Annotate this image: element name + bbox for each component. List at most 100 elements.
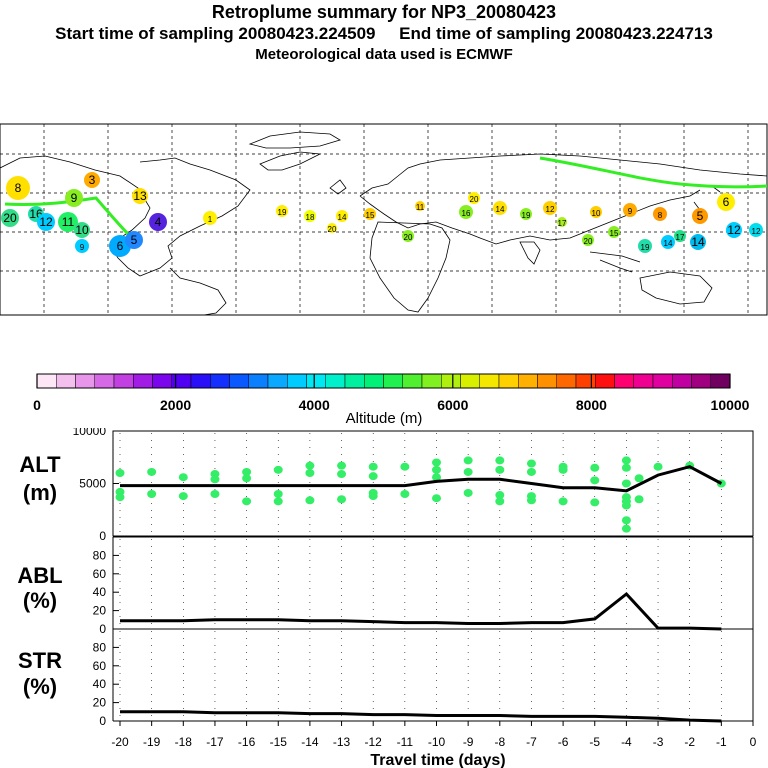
panel-label: ABL (%) — [17, 563, 62, 613]
colorbar-swatch — [460, 373, 480, 389]
data-point — [337, 461, 347, 470]
colorbar-swatch — [344, 373, 365, 389]
x-tick-label: -5 — [589, 735, 600, 749]
map-marker: 11 — [415, 201, 425, 212]
map-marker-label: 3 — [89, 173, 96, 187]
x-tick-label: -6 — [558, 735, 569, 749]
map-marker: 16 — [459, 205, 473, 219]
map-marker-label: 19 — [278, 208, 287, 217]
colorbar-swatch — [691, 373, 711, 389]
colorbar-swatch — [402, 373, 423, 389]
x-tick-label: -15 — [270, 735, 288, 749]
x-tick-label: -19 — [143, 735, 161, 749]
data-point — [526, 467, 536, 476]
data-point — [178, 492, 188, 501]
y-tick-label: 10000 — [73, 428, 107, 438]
colorbar-swatch — [595, 373, 615, 389]
data-point — [368, 472, 378, 481]
colorbar-tick-label: 4000 — [299, 397, 330, 413]
x-tick-label: -7 — [526, 735, 537, 749]
data-point — [432, 465, 441, 474]
colorbar-swatch — [575, 373, 596, 389]
data-point — [147, 490, 157, 498]
data-point — [210, 475, 220, 484]
data-point — [273, 465, 283, 474]
data-point — [368, 492, 378, 501]
data-point — [621, 479, 631, 488]
map-marker: 3 — [84, 172, 100, 188]
map-marker-label: 12 — [727, 223, 741, 237]
map-marker: 12 — [37, 213, 55, 231]
x-tick-label: -8 — [494, 735, 505, 749]
map-marker: 20 — [468, 192, 480, 204]
colorbar-swatch — [229, 373, 249, 389]
map-marker-label: 4 — [155, 215, 162, 229]
data-point — [495, 497, 505, 506]
map-marker-label: 9 — [628, 207, 633, 216]
colorbar-tick-label: 6000 — [437, 397, 468, 413]
colorbar-swatch — [364, 373, 384, 389]
data-point — [621, 456, 631, 465]
map-marker: 19 — [520, 208, 532, 220]
x-tick-label: -10 — [428, 735, 446, 749]
colorbar-swatch — [267, 373, 288, 389]
data-point — [526, 459, 536, 468]
map-marker-label: 14 — [338, 213, 347, 222]
colorbar-swatch — [633, 373, 654, 389]
x-tick-label: -17 — [206, 735, 224, 749]
colorbar-tick-label: 0 — [33, 397, 41, 413]
map-marker: 19 — [276, 205, 288, 217]
data-point — [590, 463, 600, 472]
colorbar-swatch — [287, 373, 307, 389]
data-point — [115, 493, 125, 502]
data-point — [305, 496, 315, 505]
y-tick-label: 0 — [99, 714, 106, 728]
page-title: Retroplume summary for NP3_20080423 — [211, 2, 557, 22]
data-point — [495, 456, 505, 465]
data-point — [463, 467, 473, 476]
map-marker-label: 13 — [133, 189, 147, 203]
map-marker: 20 — [582, 234, 594, 246]
data-point — [147, 467, 157, 476]
panel-label: ALT (m) — [19, 452, 61, 505]
data-point — [653, 462, 663, 471]
y-tick-label: 40 — [93, 677, 107, 691]
map-marker: 9 — [623, 203, 637, 217]
str-line — [120, 710, 722, 723]
colorbar-swatch — [75, 373, 95, 389]
x-tick-label: -12 — [365, 735, 383, 749]
map-marker: 20 — [1, 209, 19, 227]
map-marker: 8 — [653, 207, 667, 221]
x-tick-label: -11 — [397, 735, 414, 749]
map-marker: 4 — [149, 213, 167, 231]
data-point — [242, 474, 252, 483]
data-point — [242, 497, 252, 506]
x-tick-label: -2 — [684, 735, 695, 749]
data-point — [463, 456, 473, 465]
map-marker-label: 20 — [328, 225, 337, 234]
data-point — [621, 516, 631, 525]
colorbar-swatch — [171, 373, 192, 389]
x-axis-label: Travel time (days) — [370, 752, 505, 768]
map-marker: 14 — [690, 234, 706, 250]
map-marker-label: 20 — [584, 237, 593, 246]
map-marker: 18 — [304, 210, 316, 222]
colorbar-swatch — [652, 373, 673, 389]
colorbar-swatch — [325, 373, 346, 389]
data-point — [495, 465, 505, 474]
map-marker-label: 5 — [697, 209, 704, 223]
colorbar-label: Altitude (m) — [346, 410, 423, 427]
y-tick-label: 0 — [99, 529, 106, 543]
colorbar-tick-label: 2000 — [160, 397, 191, 413]
map-marker: 15 — [608, 226, 620, 238]
map-marker-label: 12 — [752, 227, 761, 236]
data-point — [115, 469, 125, 477]
x-tick-label: -16 — [238, 735, 256, 749]
map-marker-label: 1 — [208, 215, 213, 224]
map-marker: 6 — [717, 193, 735, 211]
map-marker: 1 — [203, 211, 217, 225]
map-marker-label: 6 — [723, 195, 730, 209]
map-marker: 14 — [336, 210, 348, 222]
map-marker: 10 — [74, 222, 90, 238]
